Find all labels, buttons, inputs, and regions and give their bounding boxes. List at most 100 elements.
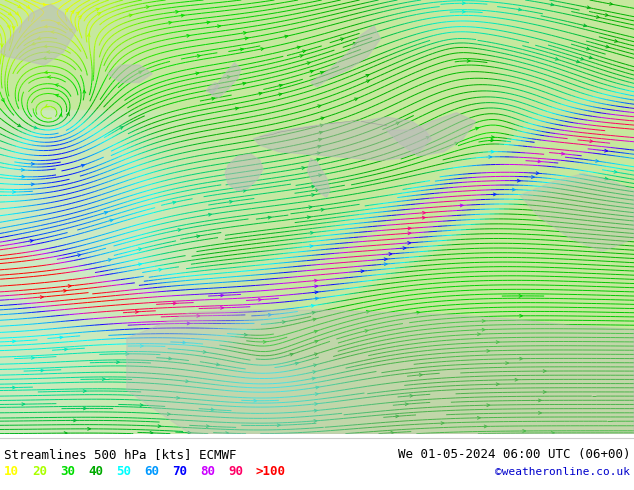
- FancyArrowPatch shape: [268, 216, 271, 219]
- FancyArrowPatch shape: [482, 328, 485, 331]
- FancyArrowPatch shape: [531, 175, 534, 178]
- FancyArrowPatch shape: [422, 216, 425, 219]
- FancyArrowPatch shape: [391, 431, 394, 434]
- FancyArrowPatch shape: [277, 424, 280, 427]
- FancyArrowPatch shape: [496, 383, 499, 386]
- FancyArrowPatch shape: [44, 71, 48, 74]
- FancyArrowPatch shape: [57, 23, 60, 25]
- FancyArrowPatch shape: [614, 171, 617, 173]
- FancyArrowPatch shape: [259, 298, 261, 301]
- FancyArrowPatch shape: [538, 399, 541, 402]
- FancyArrowPatch shape: [489, 155, 491, 158]
- Polygon shape: [311, 26, 380, 87]
- FancyArrowPatch shape: [590, 140, 593, 143]
- FancyArrowPatch shape: [605, 177, 608, 180]
- FancyArrowPatch shape: [310, 70, 313, 73]
- FancyArrowPatch shape: [254, 399, 257, 402]
- FancyArrowPatch shape: [197, 54, 200, 57]
- FancyArrowPatch shape: [96, 8, 99, 11]
- FancyArrowPatch shape: [609, 2, 612, 5]
- FancyArrowPatch shape: [8, 25, 10, 28]
- FancyArrowPatch shape: [279, 84, 282, 87]
- FancyArrowPatch shape: [321, 208, 324, 211]
- Text: 20: 20: [32, 466, 47, 478]
- FancyArrowPatch shape: [221, 307, 223, 309]
- FancyArrowPatch shape: [318, 105, 321, 108]
- FancyArrowPatch shape: [12, 26, 15, 29]
- FancyArrowPatch shape: [366, 80, 370, 83]
- FancyArrowPatch shape: [37, 37, 41, 39]
- FancyArrowPatch shape: [138, 263, 141, 266]
- FancyArrowPatch shape: [315, 341, 318, 343]
- FancyArrowPatch shape: [290, 353, 293, 356]
- FancyArrowPatch shape: [197, 235, 200, 238]
- FancyArrowPatch shape: [340, 38, 344, 41]
- FancyArrowPatch shape: [169, 22, 172, 24]
- FancyArrowPatch shape: [297, 46, 300, 49]
- FancyArrowPatch shape: [18, 124, 21, 126]
- FancyArrowPatch shape: [181, 14, 184, 17]
- FancyArrowPatch shape: [384, 263, 387, 266]
- FancyArrowPatch shape: [309, 206, 312, 209]
- FancyArrowPatch shape: [555, 57, 559, 60]
- Text: 60: 60: [144, 466, 159, 478]
- FancyArrowPatch shape: [320, 124, 323, 127]
- FancyArrowPatch shape: [538, 412, 541, 415]
- FancyArrowPatch shape: [227, 76, 230, 78]
- FancyArrowPatch shape: [562, 152, 564, 155]
- FancyArrowPatch shape: [361, 270, 364, 272]
- FancyArrowPatch shape: [519, 294, 522, 297]
- FancyArrowPatch shape: [396, 122, 399, 124]
- FancyArrowPatch shape: [207, 425, 209, 428]
- FancyArrowPatch shape: [13, 386, 15, 389]
- FancyArrowPatch shape: [314, 419, 317, 422]
- FancyArrowPatch shape: [84, 407, 86, 410]
- FancyArrowPatch shape: [279, 93, 281, 96]
- FancyArrowPatch shape: [482, 319, 485, 322]
- FancyArrowPatch shape: [314, 409, 317, 412]
- FancyArrowPatch shape: [216, 363, 219, 366]
- FancyArrowPatch shape: [523, 430, 526, 432]
- Text: 50: 50: [116, 466, 131, 478]
- FancyArrowPatch shape: [320, 131, 322, 134]
- Text: We 01-05-2024 06:00 UTC (06+00): We 01-05-2024 06:00 UTC (06+00): [398, 448, 630, 461]
- FancyArrowPatch shape: [595, 160, 598, 162]
- FancyArrowPatch shape: [27, 5, 30, 8]
- FancyArrowPatch shape: [519, 8, 521, 11]
- FancyArrowPatch shape: [512, 188, 515, 191]
- FancyArrowPatch shape: [314, 330, 318, 333]
- FancyArrowPatch shape: [313, 318, 316, 321]
- FancyArrowPatch shape: [204, 350, 206, 353]
- FancyArrowPatch shape: [187, 34, 190, 37]
- FancyArrowPatch shape: [245, 37, 248, 40]
- FancyArrowPatch shape: [65, 9, 68, 12]
- FancyArrowPatch shape: [317, 152, 320, 155]
- FancyArrowPatch shape: [34, 126, 37, 129]
- Text: ©weatheronline.co.uk: ©weatheronline.co.uk: [495, 467, 630, 477]
- Text: 10: 10: [4, 466, 19, 478]
- FancyArrowPatch shape: [87, 427, 91, 430]
- FancyArrowPatch shape: [311, 304, 314, 307]
- Polygon shape: [108, 65, 152, 82]
- FancyArrowPatch shape: [460, 204, 463, 207]
- FancyArrowPatch shape: [285, 35, 288, 38]
- FancyArrowPatch shape: [68, 285, 71, 288]
- FancyArrowPatch shape: [235, 107, 238, 110]
- FancyArrowPatch shape: [496, 341, 499, 343]
- FancyArrowPatch shape: [408, 232, 411, 235]
- FancyArrowPatch shape: [126, 352, 129, 355]
- FancyArrowPatch shape: [605, 149, 607, 152]
- FancyArrowPatch shape: [302, 50, 306, 53]
- FancyArrowPatch shape: [538, 160, 541, 163]
- FancyArrowPatch shape: [491, 139, 494, 142]
- FancyArrowPatch shape: [312, 377, 315, 380]
- FancyArrowPatch shape: [321, 117, 324, 120]
- FancyArrowPatch shape: [226, 432, 228, 435]
- FancyArrowPatch shape: [295, 362, 298, 365]
- FancyArrowPatch shape: [441, 422, 444, 424]
- FancyArrowPatch shape: [217, 25, 221, 27]
- FancyArrowPatch shape: [314, 403, 318, 405]
- FancyArrowPatch shape: [169, 357, 172, 360]
- FancyArrowPatch shape: [1, 44, 3, 47]
- FancyArrowPatch shape: [307, 62, 310, 65]
